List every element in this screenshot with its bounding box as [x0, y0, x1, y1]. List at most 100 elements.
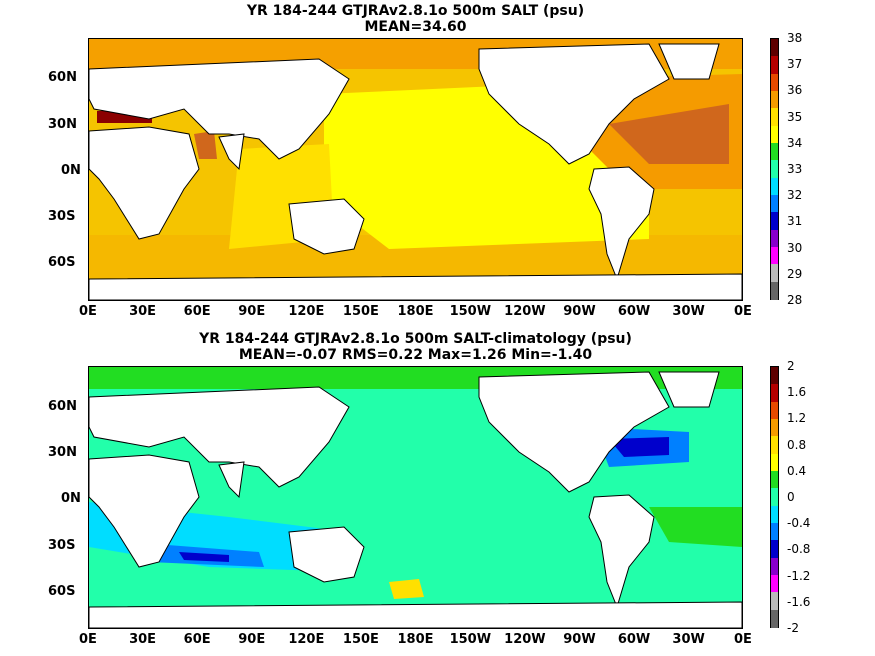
colorbar-swatch [771, 575, 778, 593]
colorbar-tick-label: 34 [787, 135, 803, 150]
panel1-lon-label: 150W [449, 304, 492, 319]
panel1-lat-0N: 0N [61, 163, 81, 178]
panel2-title-line2: MEAN=-0.07 RMS=0.22 Max=1.26 Min=-1.40 [238, 347, 593, 363]
colorbar-swatch [771, 264, 778, 283]
colorbar-swatch [771, 557, 778, 576]
colorbar-swatch [771, 39, 778, 57]
land-africa [89, 454, 200, 568]
panel2-title: YR 184-244 GTJRAv2.8.1o 500m SALT-climat… [88, 331, 743, 363]
colorbar-tick-label: 38 [787, 31, 803, 45]
colorbar-tick-label: 2 [787, 359, 795, 373]
colorbar-swatch [771, 540, 778, 559]
land-antarctica [89, 273, 742, 300]
colorbar-swatch [771, 212, 778, 231]
colorbar-swatch [771, 523, 778, 541]
panel2-lon-label: 30W [672, 632, 705, 647]
panel1-lon-label: 180E [397, 304, 434, 319]
panel1-title-line2: MEAN=34.60 [364, 19, 467, 35]
panel1-lat-60N: 60N [48, 70, 77, 85]
panel2-lat-60N: 60N [48, 399, 77, 414]
panel2-lon-label: 30E [129, 632, 157, 647]
colorbar-tick-label: 31 [787, 214, 803, 229]
panel2-lon-label: 150E [342, 632, 379, 647]
land-australia [288, 526, 365, 583]
panel2-lon-label: 0E [734, 632, 752, 647]
panel2-lat-30S: 30S [48, 538, 76, 553]
panel1-lat-30S: 30S [48, 209, 76, 224]
panel2-lon-label: 0E [79, 632, 97, 647]
land-north-america [478, 43, 670, 165]
colorbar-tick-label: 30 [787, 240, 803, 255]
colorbar-tick-label: -1.2 [787, 568, 811, 583]
panel2-map [88, 366, 743, 629]
panel2-title-line1: YR 184-244 GTJRAv2.8.1o 500m SALT-climat… [199, 331, 632, 347]
panel2-lon-label: 60W [617, 632, 651, 647]
colorbar-swatch [771, 108, 778, 127]
panel1-lon-label: 150E [342, 304, 379, 319]
colorbar-swatch [771, 56, 778, 75]
colorbar-tick-label: 33 [787, 162, 803, 176]
colorbar-swatch [771, 177, 778, 196]
colorbar-tick-label: -1.6 [787, 594, 811, 609]
colorbar-swatch [771, 195, 778, 213]
colorbar-swatch [771, 384, 778, 403]
panel1-lon-label: 60W [617, 304, 651, 319]
panel1-title-line1: YR 184-244 GTJRAv2.8.1o 500m SALT (psu) [246, 3, 585, 19]
panel2-lat-30N: 30N [48, 445, 77, 460]
colorbar-tick-label: 32 [787, 188, 803, 203]
colorbar-tick-label: 1.6 [787, 385, 807, 400]
land-north-america [478, 371, 670, 493]
panel1-salinity-field [89, 39, 742, 300]
colorbar-swatch [771, 229, 778, 248]
colorbar-swatch [771, 401, 778, 420]
colorbar-swatch [771, 419, 778, 437]
colorbar-swatch [771, 367, 778, 385]
panel2-lon-label: 90E [238, 632, 266, 647]
land-greenland [658, 371, 720, 408]
panel2-lat-0N: 0N [61, 491, 81, 506]
panel2-lon-label: 180E [397, 632, 434, 647]
panel1-lon-label: 120E [288, 304, 325, 319]
colorbar-swatch [771, 609, 778, 628]
colorbar-tick-label: 37 [787, 57, 803, 72]
panel2-lon-label: 120E [288, 632, 325, 647]
panel1-colorbar [770, 38, 779, 300]
panel2-colorbar [770, 366, 779, 628]
colorbar-swatch [771, 488, 778, 507]
colorbar-swatch [771, 247, 778, 265]
colorbar-swatch [771, 143, 778, 161]
colorbar-tick-label: -0.8 [787, 542, 811, 557]
colorbar-swatch [771, 281, 778, 300]
panel1-lon-label: 30W [672, 304, 705, 319]
colorbar-swatch [771, 125, 778, 144]
land-india [218, 461, 245, 499]
colorbar-tick-label: 0.8 [787, 437, 807, 452]
panel2-anomaly-field [89, 367, 742, 628]
colorbar-swatch [771, 592, 778, 611]
colorbar-tick-label: 28 [787, 293, 803, 307]
land-africa [89, 126, 200, 240]
colorbar-tick-label: 35 [787, 109, 803, 124]
colorbar-tick-label: 36 [787, 83, 803, 98]
panel1-lon-label: 90W [563, 304, 596, 319]
panel1-lon-label: 90E [238, 304, 266, 319]
panel2-lon-label: 60E [183, 632, 211, 647]
panel1-lon-label: 0E [79, 304, 97, 319]
land-greenland [658, 43, 720, 80]
colorbar-swatch [771, 436, 778, 455]
panel1-lon-label: 60E [183, 304, 211, 319]
panel1-lat-60S: 60S [48, 255, 76, 270]
panel2-lat-60S: 60S [48, 584, 76, 599]
land-antarctica [89, 601, 742, 628]
colorbar-tick-label: -0.4 [787, 516, 811, 531]
colorbar-tick-label: 1.2 [787, 411, 807, 426]
panel2-lon-label: 150W [449, 632, 492, 647]
colorbar-tick-label: -2 [787, 621, 799, 635]
land-south-america [588, 494, 655, 609]
colorbar-swatch [771, 73, 778, 92]
panel2-lon-label: 120W [504, 632, 546, 647]
panel1-lon-label: 30E [129, 304, 157, 319]
panel1-lat-30N: 30N [48, 117, 77, 132]
panel2-lon-label: 90W [563, 632, 596, 647]
colorbar-tick-label: 0.4 [787, 463, 807, 478]
